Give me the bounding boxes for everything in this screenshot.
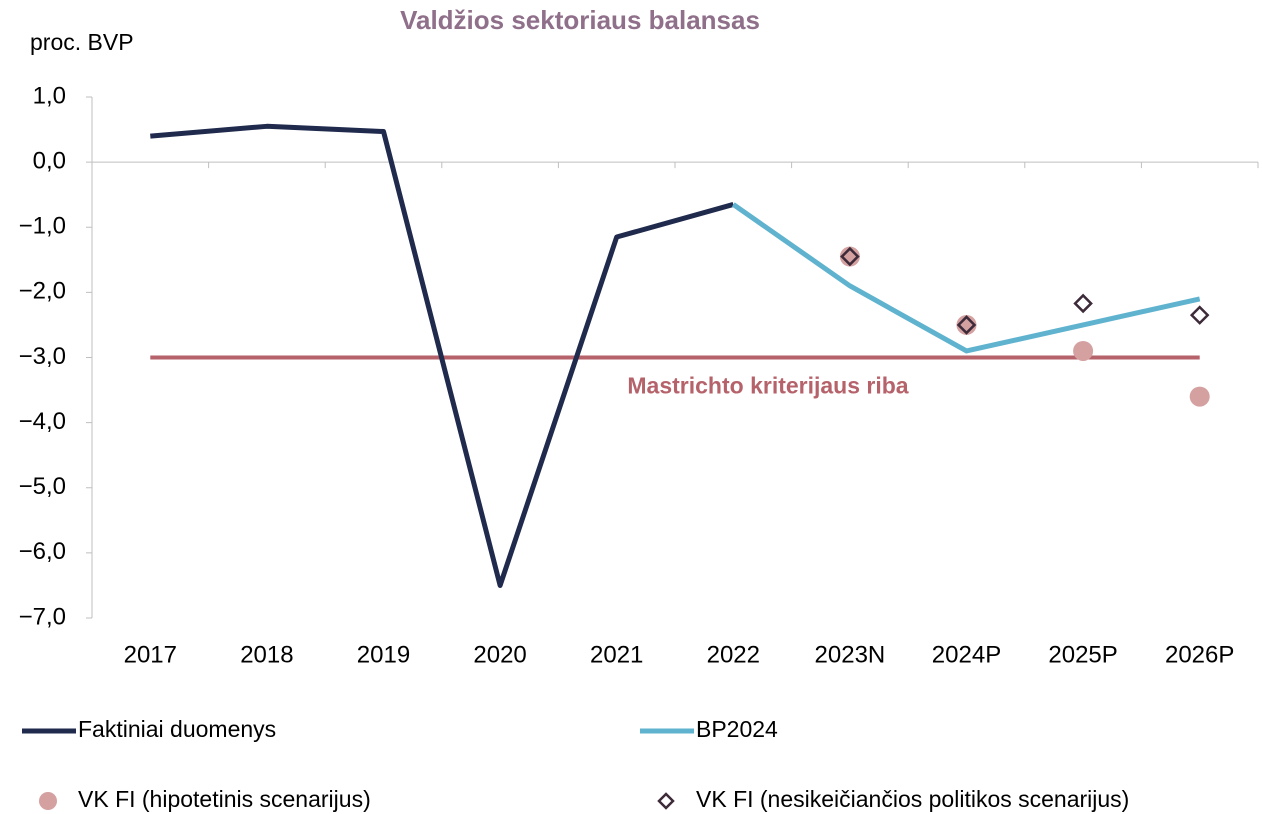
y-tick-label: −7,0 bbox=[19, 603, 66, 630]
y-tick-label: −5,0 bbox=[19, 473, 66, 500]
data-diamond bbox=[1189, 305, 1210, 325]
y-tick-label: 1,0 bbox=[33, 82, 66, 109]
data-diamond bbox=[1073, 293, 1093, 314]
x-tick-label: 2025P bbox=[1048, 641, 1117, 668]
data-diamond bbox=[956, 315, 977, 335]
x-tick-label: 2019 bbox=[357, 641, 410, 668]
y-tick-label: −3,0 bbox=[19, 343, 66, 370]
legend-label: Faktiniai duomenys bbox=[78, 716, 276, 742]
x-tick-label: 2017 bbox=[124, 641, 177, 668]
x-tick-label: 2022 bbox=[707, 641, 760, 668]
y-tick-label: −4,0 bbox=[19, 408, 66, 435]
data-dot bbox=[956, 314, 977, 335]
y-tick-label: −1,0 bbox=[19, 213, 66, 240]
y-tick-label: 0,0 bbox=[33, 147, 66, 174]
data-line bbox=[150, 123, 734, 588]
y-tick-label: −6,0 bbox=[19, 538, 66, 565]
legend-swatch bbox=[657, 792, 675, 810]
x-tick-label: 2026P bbox=[1165, 641, 1234, 668]
data-dot bbox=[1189, 386, 1210, 407]
data-diamond bbox=[840, 246, 860, 267]
data-line bbox=[731, 202, 1201, 354]
legend-label: VK FI (nesikeičiančios politikos scenari… bbox=[696, 786, 1129, 812]
legend-swatch bbox=[39, 792, 57, 810]
x-tick-label: 2023N bbox=[815, 641, 886, 668]
legend-label: VK FI (hipotetinis scenarijus) bbox=[78, 786, 371, 812]
x-tick-label: 2021 bbox=[590, 641, 643, 668]
reference-label: Mastrichto kriterijaus riba bbox=[627, 373, 908, 399]
data-dot bbox=[839, 246, 860, 267]
x-tick-label: 2024P bbox=[932, 641, 1001, 668]
x-tick-label: 2018 bbox=[240, 641, 293, 668]
x-tick-label: 2020 bbox=[473, 641, 526, 668]
data-dot bbox=[1073, 340, 1094, 361]
chart-title: Valdžios sektoriaus balansas bbox=[400, 5, 760, 35]
y-axis-label: proc. BVP bbox=[30, 29, 134, 55]
y-tick-label: −2,0 bbox=[19, 278, 66, 305]
legend-label: BP2024 bbox=[696, 716, 778, 742]
